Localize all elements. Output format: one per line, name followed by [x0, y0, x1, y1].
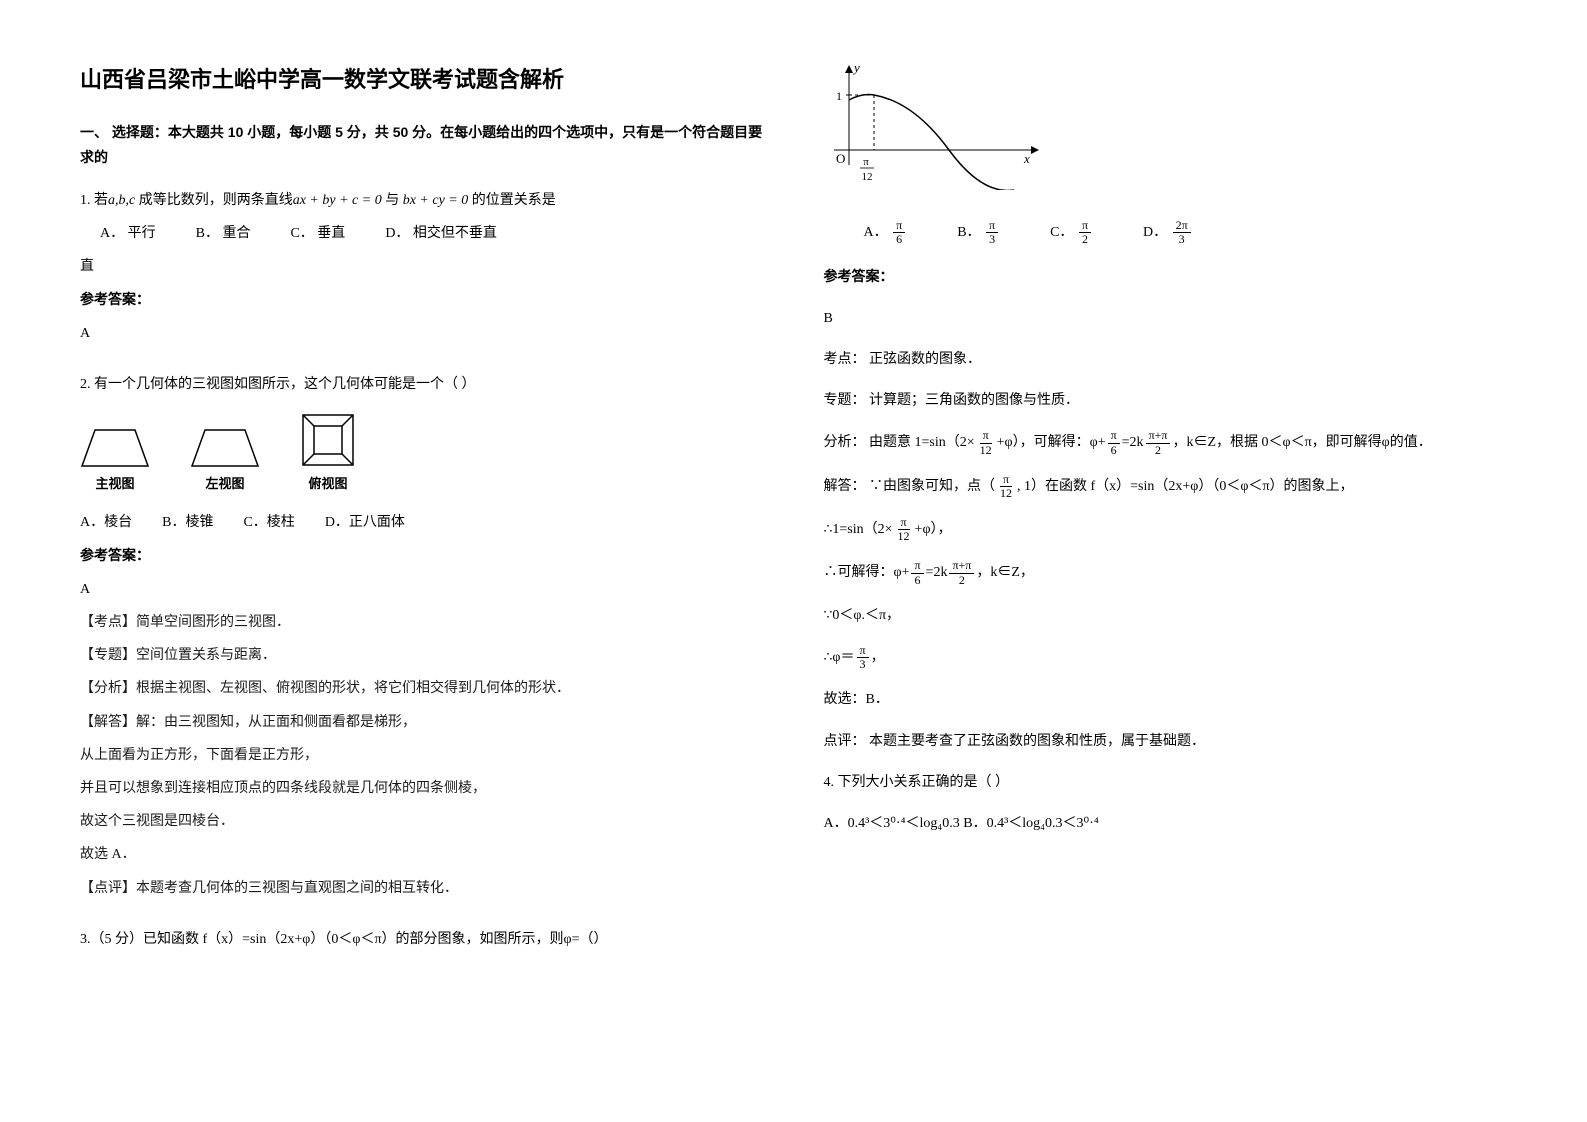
top-view-shape — [300, 412, 356, 468]
q2-zhuanti: 【专题】空间位置关系与距离． — [80, 643, 764, 668]
q1-stem-suffix: 的位置关系是 — [468, 193, 556, 208]
q1-option-c: C． 垂直 — [290, 221, 345, 246]
q2-answer: A — [80, 577, 764, 602]
q3-stem: 3.（5 分）已知函数 f（x）=sin（2x+φ）（0＜φ＜π）的部分图象，如… — [80, 927, 764, 952]
question-1: 1. 若a,b,c 成等比数列，则两条直线ax + by + c = 0 与 b… — [80, 180, 764, 354]
q1-option-a: A． 平行 — [100, 221, 156, 246]
q4-stem: 4. 下列大小关系正确的是（ ） — [824, 770, 1508, 795]
q3-fenxi: 分析： 由题意 1=sin（2×π12+φ），可解得：φ+π6=2kπ+π2，k… — [824, 429, 1508, 456]
q3-option-c: C． π2 — [1050, 219, 1093, 246]
q1-option-b: B． 重合 — [196, 221, 251, 246]
sine-graph: y x O 1 π 12 — [824, 60, 1508, 199]
q2-option-d: D．正八面体 — [325, 510, 405, 535]
one-label: 1 — [836, 89, 842, 103]
q2-option-a: A．棱台 — [80, 510, 132, 535]
q1-answer-label: 参考答案： — [80, 288, 764, 313]
q3-jieda-5: ∴φ＝π3， — [824, 644, 1508, 671]
question-2: 2. 有一个几何体的三视图如图所示，这个几何体可能是一个（ ） 主视图 左视图 — [80, 364, 764, 909]
q2-answer-label: 参考答案： — [80, 544, 764, 569]
svg-text:π: π — [863, 156, 869, 168]
q2-option-c: C．棱柱 — [243, 510, 294, 535]
page-title: 山西省吕梁市土峪中学高一数学文联考试题含解析 — [80, 60, 764, 100]
x-axis-label: x — [1023, 151, 1030, 166]
side-view-shape — [190, 426, 260, 468]
q3-jieda-1: 解答： ∵由图象可知，点（π12, 1）在函数 f（x）=sin（2x+φ）（0… — [824, 473, 1508, 500]
q1-answer: A — [80, 321, 764, 346]
q3-jieda-3: ∴可解得：φ+π6=2kπ+π2，k∈Z， — [824, 559, 1508, 586]
y-axis-label: y — [852, 60, 860, 75]
section-heading: 一、 选择题：本大题共 10 小题，每小题 5 分，共 50 分。在每小题给出的… — [80, 120, 764, 170]
side-view-label: 左视图 — [205, 472, 244, 495]
q4-options-ab: A．0.4³＜3⁰·⁴＜log₄0.3 B．0.4³＜log₄0.3＜3⁰·⁴ — [824, 811, 1508, 836]
front-view-shape — [80, 426, 150, 468]
q1-stem-mid: 成等比数列，则两条直线 — [135, 193, 293, 208]
q2-jieda-5: 故选 A． — [80, 842, 764, 867]
q2-dianping: 【点评】本题考查几何体的三视图与直观图之间的相互转化． — [80, 876, 764, 901]
svg-text:12: 12 — [861, 171, 872, 183]
q2-jieda-4: 故这个三视图是四棱台． — [80, 809, 764, 834]
q2-stem: 2. 有一个几何体的三视图如图所示，这个几何体可能是一个（ ） — [80, 372, 764, 397]
q1-option-d: D． 相交但不垂直 — [385, 221, 497, 246]
q1-stem-prefix: 1. 若 — [80, 193, 108, 208]
q3-zhuanti: 专题： 计算题；三角函数的图像与性质． — [824, 388, 1508, 413]
q2-fenxi: 【分析】根据主视图、左视图、俯视图的形状，将它们相交得到几何体的形状． — [80, 676, 764, 701]
q1-eq1: ax + by + c = 0 — [293, 193, 382, 208]
front-view-label: 主视图 — [95, 472, 134, 495]
q3-dianping: 点评： 本题主要考查了正弦函数的图象和性质，属于基础题． — [824, 729, 1508, 754]
top-view-label: 俯视图 — [308, 472, 347, 495]
q3-kaodian: 考点： 正弦函数的图象． — [824, 347, 1508, 372]
origin-label: O — [836, 151, 845, 166]
q3-answer: B — [824, 306, 1508, 331]
q2-jieda-2: 从上面看为正方形，下面看是正方形， — [80, 743, 764, 768]
q2-kaodian: 【考点】简单空间图形的三视图． — [80, 610, 764, 635]
q1-eq2: bx + cy = 0 — [403, 193, 469, 208]
q3-option-a: A． π6 — [864, 219, 908, 246]
three-view-figure: 主视图 左视图 俯 — [80, 412, 764, 495]
q3-answer-label: 参考答案： — [824, 265, 1508, 290]
q3-option-b: B． π3 — [957, 219, 1000, 246]
q2-option-b: B．棱锥 — [162, 510, 213, 535]
q1-stem-mid2: 与 — [382, 193, 403, 208]
q1-var: a,b,c — [108, 193, 135, 208]
q2-jieda-1: 【解答】解：由三视图知，从正面和侧面看都是梯形， — [80, 710, 764, 735]
q3-options: A． π6 B． π3 C． π2 D． 2π3 — [864, 219, 1508, 246]
q3-jieda-2: ∴1=sin（2×π12+φ）， — [824, 516, 1508, 543]
q3-jieda-6: 故选：B． — [824, 687, 1508, 712]
q2-jieda-3: 并且可以想象到连接相应顶点的四条线段就是几何体的四条侧棱， — [80, 776, 764, 801]
q3-option-d: D． 2π3 — [1143, 219, 1193, 246]
q3-jieda-4: ∵0＜φ.＜π， — [824, 603, 1508, 628]
